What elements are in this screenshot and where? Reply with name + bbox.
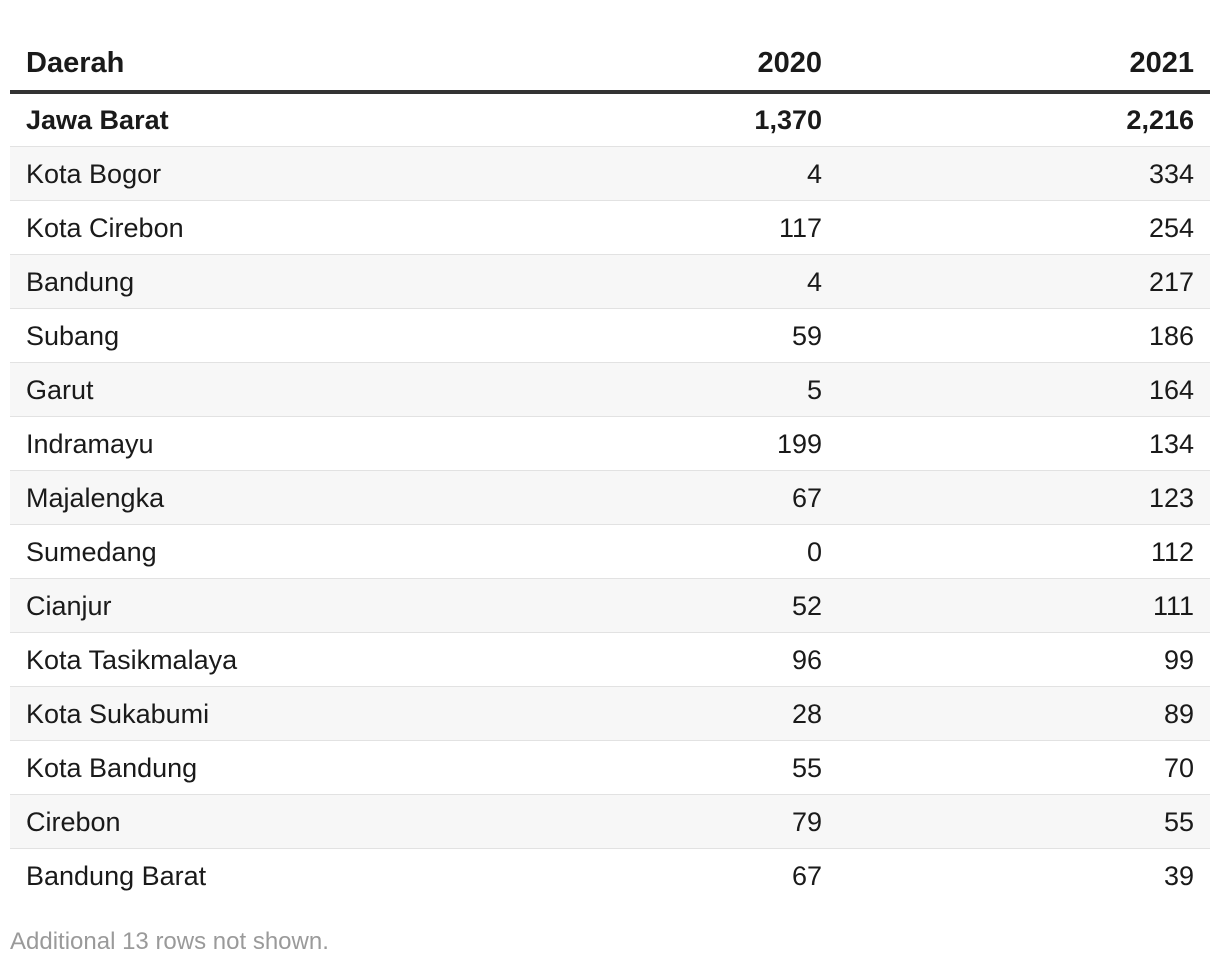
cell-2021: 254 <box>838 200 1210 255</box>
cell-2021: 164 <box>838 362 1210 417</box>
cell-2020: 0 <box>450 524 838 579</box>
cell-daerah: Cirebon <box>10 794 450 849</box>
cell-2020: 28 <box>450 686 838 741</box>
cell-2021: 55 <box>838 794 1210 849</box>
table-row: Kota Bandung 55 70 <box>10 740 1210 795</box>
cell-daerah: Bandung <box>10 254 450 309</box>
cell-2020: 5 <box>450 362 838 417</box>
table-row: Garut 5 164 <box>10 362 1210 417</box>
cell-daerah: Jawa Barat <box>10 92 450 147</box>
cell-daerah: Sumedang <box>10 524 450 579</box>
column-header-2020[interactable]: 2020 <box>450 36 838 94</box>
table-row: Kota Sukabumi 28 89 <box>10 686 1210 741</box>
cell-daerah: Kota Cirebon <box>10 200 450 255</box>
table-row: Bandung 4 217 <box>10 254 1210 309</box>
cell-2020: 59 <box>450 308 838 363</box>
cell-2021: 89 <box>838 686 1210 741</box>
table-row: Kota Tasikmalaya 96 99 <box>10 632 1210 687</box>
cell-daerah: Kota Bandung <box>10 740 450 795</box>
cell-daerah: Garut <box>10 362 450 417</box>
cell-2021: 334 <box>838 146 1210 201</box>
cell-2020: 1,370 <box>450 92 838 147</box>
header-row: Daerah 2020 2021 <box>10 36 1210 94</box>
table-row: Sumedang 0 112 <box>10 524 1210 579</box>
table-row: Subang 59 186 <box>10 308 1210 363</box>
cell-2020: 55 <box>450 740 838 795</box>
table-row: Kota Bogor 4 334 <box>10 146 1210 201</box>
table-row: Kota Cirebon 117 254 <box>10 200 1210 255</box>
table-row: Cirebon 79 55 <box>10 794 1210 849</box>
table-row: Cianjur 52 111 <box>10 578 1210 633</box>
cell-2020: 52 <box>450 578 838 633</box>
cell-2020: 117 <box>450 200 838 255</box>
cell-2020: 67 <box>450 848 838 903</box>
cell-daerah: Bandung Barat <box>10 848 450 903</box>
cell-daerah: Kota Bogor <box>10 146 450 201</box>
cell-2021: 2,216 <box>838 92 1210 147</box>
cell-daerah: Kota Sukabumi <box>10 686 450 741</box>
cell-daerah: Subang <box>10 308 450 363</box>
cell-2020: 96 <box>450 632 838 687</box>
data-table-container: Daerah 2020 2021 Jawa Barat 1,370 2,216 Kot… <box>10 36 1210 903</box>
cell-2021: 99 <box>838 632 1210 687</box>
cell-2021: 217 <box>838 254 1210 309</box>
cell-daerah: Majalengka <box>10 470 450 525</box>
cell-daerah: Cianjur <box>10 578 450 633</box>
cell-2021: 112 <box>838 524 1210 579</box>
cell-2020: 4 <box>450 254 838 309</box>
footnote: Additional 13 rows not shown. <box>10 928 329 955</box>
cell-2021: 186 <box>838 308 1210 363</box>
cell-2021: 134 <box>838 416 1210 471</box>
column-header-daerah[interactable]: Daerah <box>10 36 450 94</box>
table-row: Indramayu 199 134 <box>10 416 1210 471</box>
data-table: Daerah 2020 2021 Jawa Barat 1,370 2,216 Kot… <box>10 36 1210 903</box>
table-row: Bandung Barat 67 39 <box>10 848 1210 903</box>
cell-2020: 79 <box>450 794 838 849</box>
cell-2021: 111 <box>838 578 1210 633</box>
cell-2021: 123 <box>838 470 1210 525</box>
table-header: Daerah 2020 2021 <box>10 36 1210 94</box>
cell-2020: 199 <box>450 416 838 471</box>
cell-daerah: Indramayu <box>10 416 450 471</box>
cell-daerah: Kota Tasikmalaya <box>10 632 450 687</box>
column-header-2021[interactable]: 2021 <box>838 36 1210 94</box>
cell-2020: 4 <box>450 146 838 201</box>
table-row: Majalengka 67 123 <box>10 470 1210 525</box>
cell-2020: 67 <box>450 470 838 525</box>
table-row: Jawa Barat 1,370 2,216 <box>10 92 1210 147</box>
table-body: Jawa Barat 1,370 2,216 Kota Bogor 4 334 Kota C… <box>10 92 1210 903</box>
cell-2021: 70 <box>838 740 1210 795</box>
cell-2021: 39 <box>838 848 1210 903</box>
